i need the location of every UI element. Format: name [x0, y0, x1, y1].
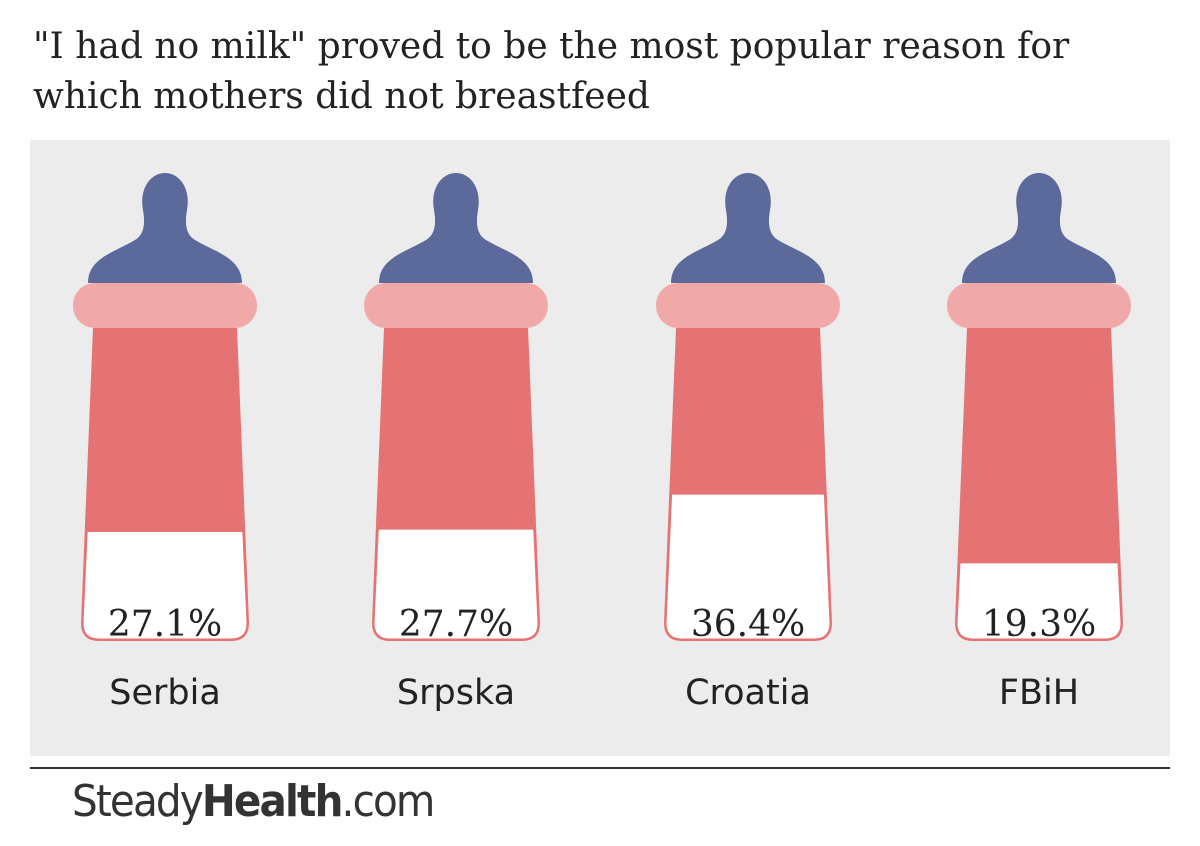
bottle-nipple [962, 173, 1116, 283]
category-label-serbia: Serbia [109, 673, 221, 713]
bottle-fill-level [374, 529, 538, 639]
brand-part-2: Health [201, 776, 343, 827]
chart-title: "I had no milk" proved to be the most po… [33, 26, 1070, 117]
footer-divider [30, 767, 1170, 769]
bottle-nipple [88, 173, 242, 283]
brand-part-1: Steady [72, 776, 204, 827]
bottle-chart: 27.1% Serbia 27.7% Srpska 36.4% Croatia 19.3% F… [73, 173, 1131, 713]
bottle-collar [947, 283, 1131, 328]
category-label-srpska: Srpska [397, 673, 515, 713]
brand-part-3: .com [341, 776, 436, 827]
value-label: 36.4% [691, 604, 805, 645]
value-label: 19.3% [982, 604, 1096, 645]
bottle-body [955, 328, 1123, 641]
bottle-collar [656, 283, 840, 328]
bottle-nipple [671, 173, 825, 283]
bottle-collar [73, 283, 257, 328]
bottle-fill-level [83, 532, 247, 639]
bottle-fill-level [957, 563, 1121, 639]
bottle-collar [364, 283, 548, 328]
bottle-nipple [379, 173, 533, 283]
category-label-croatia: Croatia [685, 673, 811, 713]
value-label: 27.7% [399, 604, 513, 645]
chart-panel: 27.1% Serbia 27.7% Srpska 36.4% Croatia 19.3% F… [30, 140, 1170, 756]
value-label: 27.1% [108, 604, 222, 645]
bottle-fill-level [666, 494, 830, 639]
category-label-fbih: FBiH [999, 673, 1079, 713]
brand-logo: SteadyHealth.com [72, 774, 436, 830]
